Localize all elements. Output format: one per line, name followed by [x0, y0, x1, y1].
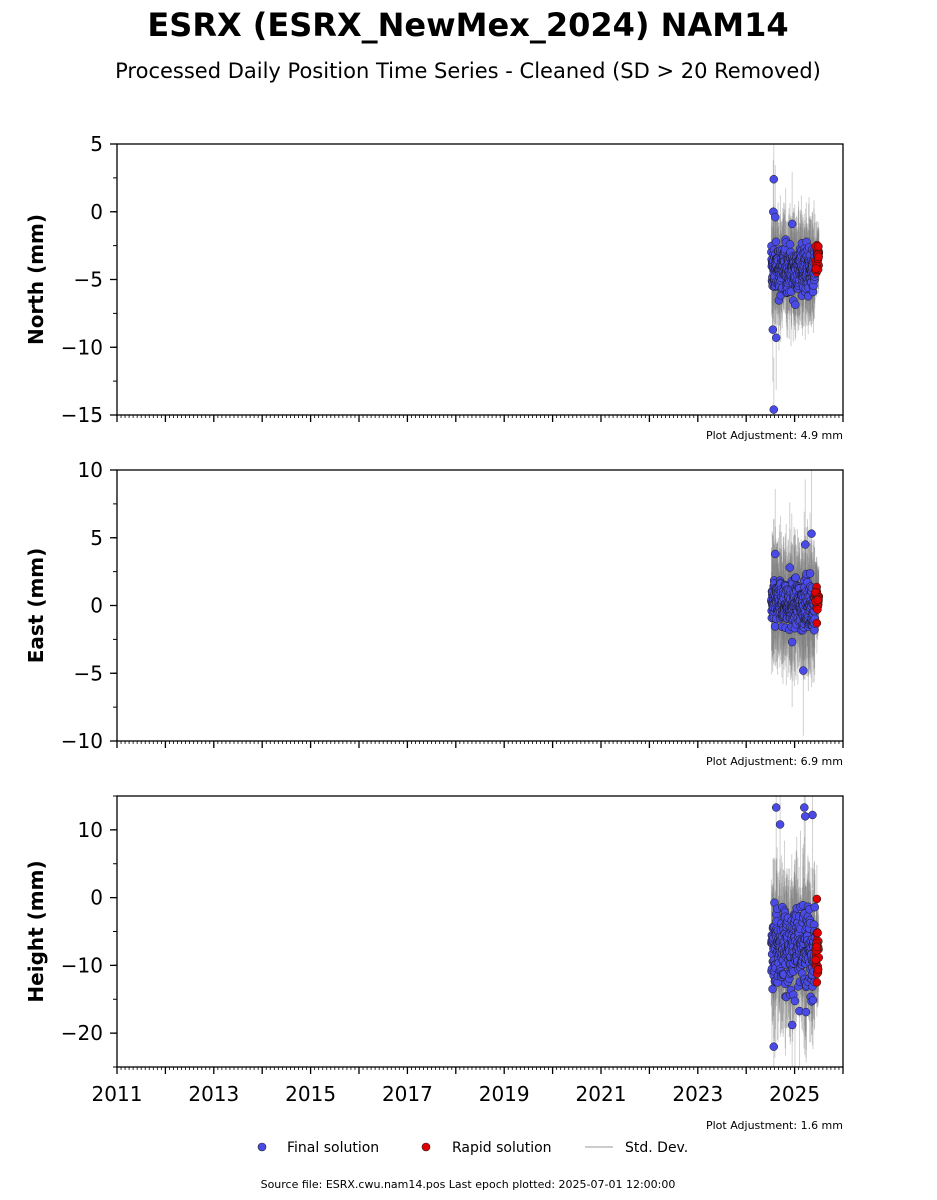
rapid-point — [813, 965, 823, 974]
final-point — [791, 573, 800, 582]
legend-rapid-marker — [421, 1142, 431, 1152]
final-point — [787, 1020, 797, 1030]
legend-rapid-label: Rapid solution — [452, 1140, 552, 1156]
final-point — [800, 540, 810, 549]
rapid-point — [811, 264, 821, 273]
plot-area — [767, 144, 824, 415]
x-tick-label: 2015 — [285, 1082, 336, 1106]
rapid-point — [813, 928, 822, 938]
panel-1: 10 5 0 −5 −10 East (mm) Plot Adjustment: 6.9 m… — [24, 458, 844, 768]
y-tick-label: −15 — [61, 403, 103, 427]
y-tick-label: −10 — [61, 335, 103, 359]
plot-frame — [116, 469, 844, 742]
final-point — [808, 810, 817, 820]
y-tick-label: 0 — [90, 594, 103, 618]
rapid-point — [811, 955, 820, 965]
final-point — [769, 174, 779, 184]
rapid-point — [813, 595, 823, 605]
final-point — [775, 820, 785, 829]
x-tick-label: 2011 — [92, 1082, 143, 1106]
rapid-point — [813, 605, 822, 614]
final-point — [801, 1007, 811, 1017]
panel-0: 5 0 −5 −10 −15 North (mm) Plot Adjustment: 4.9… — [24, 132, 844, 442]
y-tick-label: 5 — [90, 132, 103, 156]
y-tick-label: 5 — [90, 526, 103, 550]
final-point — [770, 549, 780, 559]
final-point — [769, 405, 779, 414]
plot-adjustment-note: Plot Adjustment: 4.9 mm — [706, 429, 843, 442]
final-point — [805, 569, 815, 578]
y-tick-label: 10 — [78, 818, 103, 842]
x-tick-label: 2023 — [672, 1082, 723, 1106]
y-tick-label: −10 — [61, 729, 103, 753]
final-point — [785, 240, 795, 249]
x-tick-label: 2025 — [769, 1082, 820, 1106]
plot-adjustment-note: Plot Adjustment: 1.6 mm — [706, 1119, 843, 1132]
plot-frame — [116, 795, 844, 1068]
legend-std-label: Std. Dev. — [625, 1140, 688, 1156]
plot-area — [767, 796, 824, 1067]
final-point — [808, 995, 818, 1005]
plot-adjustment-note: Plot Adjustment: 6.9 mm — [706, 755, 843, 768]
rapid-point — [812, 942, 822, 952]
legend-final-label: Final solution — [287, 1140, 379, 1156]
final-point — [800, 812, 810, 821]
x-tick-label: 2013 — [188, 1082, 239, 1106]
rapid-point — [814, 242, 823, 251]
rapid-point — [812, 618, 822, 628]
source-footer: Source file: ESRX.cwu.nam14.pos Last epo… — [261, 1178, 676, 1191]
final-point — [791, 300, 800, 310]
x-tick-label: 2021 — [576, 1082, 627, 1106]
y-tick-label: 0 — [90, 886, 103, 910]
final-point — [807, 529, 816, 538]
y-tick-label: −20 — [61, 1021, 103, 1045]
plot-frame — [116, 143, 844, 416]
final-point — [790, 996, 800, 1006]
y-axis-label: Height (mm) — [24, 860, 48, 1002]
rapid-point — [812, 894, 822, 904]
y-tick-label: 0 — [90, 200, 103, 224]
final-point — [771, 803, 781, 812]
final-point — [768, 984, 777, 994]
rapid-point — [814, 252, 823, 262]
figure-title: ESRX (ESRX_NewMex_2024) NAM14 — [147, 6, 788, 44]
y-tick-label: −10 — [61, 953, 103, 977]
final-point — [787, 219, 797, 229]
final-point — [810, 902, 820, 912]
y-tick-label: −5 — [74, 661, 103, 685]
final-point — [771, 333, 781, 343]
final-point — [768, 325, 778, 334]
panels: 5 0 −5 −10 −15 North (mm) Plot Adjustment: 4.9… — [24, 132, 844, 1132]
y-axis-label: East (mm) — [24, 548, 48, 664]
figure-subtitle: Processed Daily Position Time Series - C… — [115, 59, 821, 83]
y-tick-label: −5 — [74, 268, 103, 292]
x-tick-label: 2019 — [479, 1082, 530, 1106]
y-tick-label: 10 — [78, 458, 103, 482]
final-point — [787, 637, 797, 647]
plot-area — [767, 470, 824, 736]
x-tick-label: 2017 — [382, 1082, 433, 1106]
legend-final-marker — [257, 1142, 267, 1152]
final-point — [771, 237, 781, 247]
panel-2: 10 0 −10 −20 2011 2013 2015 2017 2019 2021 2023 202… — [24, 795, 844, 1132]
rapid-point — [812, 978, 822, 987]
final-point — [785, 563, 795, 572]
final-point — [769, 1042, 779, 1051]
final-point — [800, 803, 809, 812]
final-point — [799, 666, 808, 675]
y-axis-label: North (mm) — [24, 214, 48, 345]
final-point — [770, 212, 780, 222]
legend: Final solution Rapid solution Std. Dev. — [257, 1140, 688, 1156]
